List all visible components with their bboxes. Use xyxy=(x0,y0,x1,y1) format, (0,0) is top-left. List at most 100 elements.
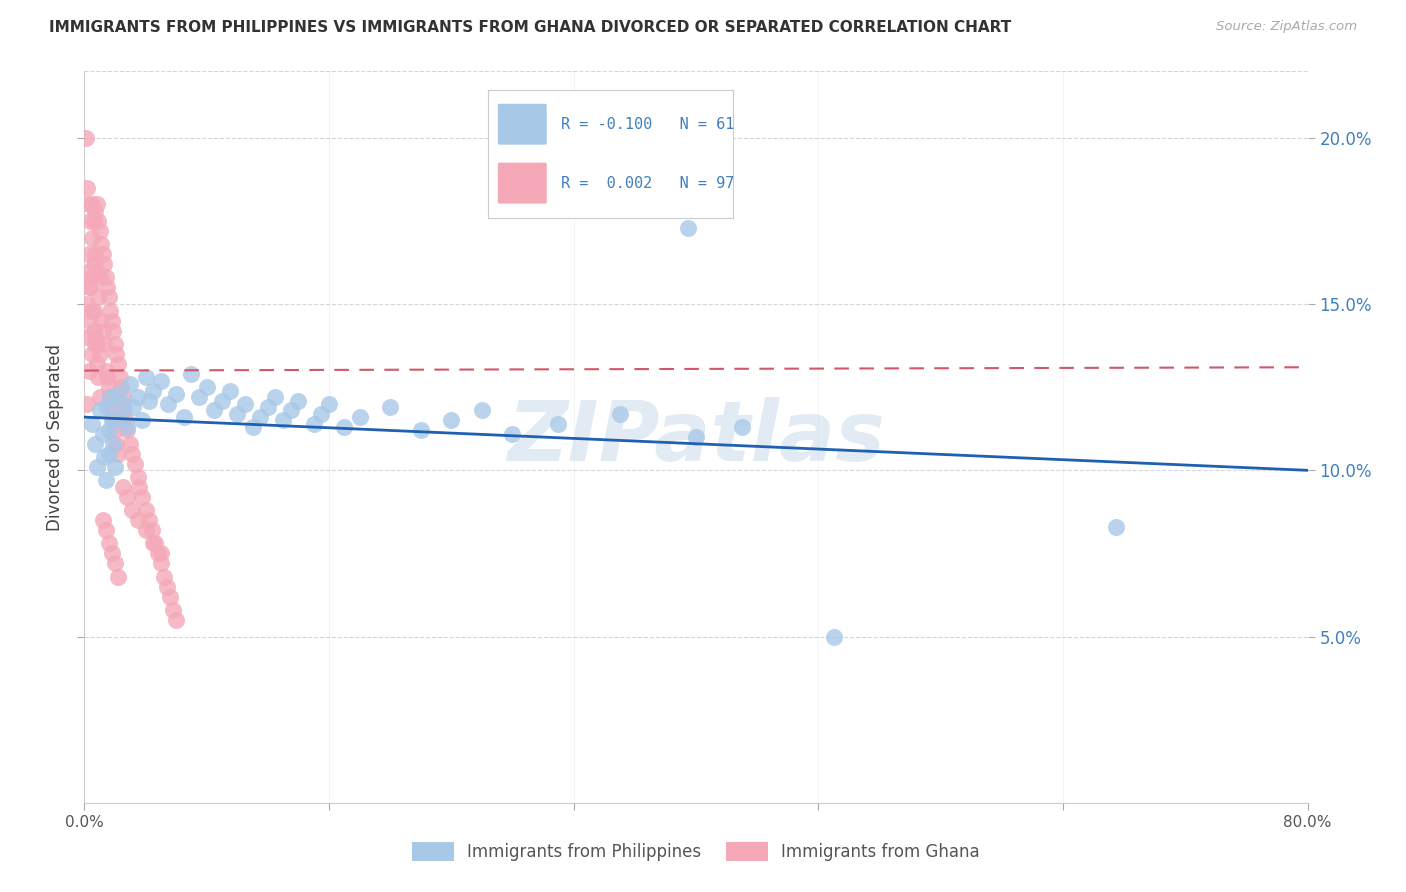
Point xyxy=(380,400,402,414)
Point xyxy=(202,403,225,417)
Point xyxy=(440,413,463,427)
Point xyxy=(77,247,100,261)
Point xyxy=(823,630,845,644)
Point xyxy=(149,546,172,560)
Point xyxy=(86,197,108,211)
Point xyxy=(105,436,128,450)
Point xyxy=(226,407,249,421)
Point xyxy=(87,214,110,228)
Point xyxy=(115,490,138,504)
Point xyxy=(80,347,103,361)
Point xyxy=(80,270,103,285)
Point xyxy=(502,426,524,441)
Point xyxy=(84,204,107,219)
Point xyxy=(98,390,121,404)
Point xyxy=(91,247,114,261)
Point xyxy=(80,197,103,211)
Point xyxy=(149,374,172,388)
Point xyxy=(547,417,569,431)
Point xyxy=(80,417,103,431)
Point xyxy=(107,570,129,584)
Point xyxy=(76,297,98,311)
Point xyxy=(89,270,111,285)
Point xyxy=(211,393,233,408)
Point xyxy=(79,214,101,228)
Point xyxy=(83,324,105,338)
Point xyxy=(318,397,340,411)
Point xyxy=(271,413,294,427)
Point xyxy=(142,536,165,550)
Point xyxy=(685,430,707,444)
Point xyxy=(84,337,107,351)
Point xyxy=(83,303,105,318)
Point xyxy=(75,131,97,145)
Point xyxy=(93,450,115,464)
Point xyxy=(112,403,135,417)
Point xyxy=(90,237,112,252)
Point xyxy=(110,410,132,425)
Point xyxy=(124,457,146,471)
Point xyxy=(141,523,163,537)
Point xyxy=(87,290,110,304)
Point xyxy=(409,424,432,438)
Point xyxy=(333,420,356,434)
Point xyxy=(84,330,107,344)
Point xyxy=(89,347,111,361)
Point xyxy=(138,393,160,408)
Point xyxy=(94,270,117,285)
Point xyxy=(127,390,149,404)
Point xyxy=(115,424,138,438)
Point xyxy=(153,570,176,584)
Point xyxy=(302,417,325,431)
Point xyxy=(104,337,127,351)
Point xyxy=(104,424,127,438)
Point xyxy=(731,420,754,434)
Point xyxy=(149,557,172,571)
Point xyxy=(609,407,631,421)
Point xyxy=(131,490,153,504)
Text: ZIPatlas: ZIPatlas xyxy=(508,397,884,477)
Point xyxy=(101,314,124,328)
Point xyxy=(77,363,100,377)
Point xyxy=(287,393,309,408)
Point xyxy=(146,546,169,560)
Point xyxy=(105,347,128,361)
Point xyxy=(121,447,143,461)
Point xyxy=(89,224,111,238)
Point xyxy=(79,280,101,294)
Point xyxy=(89,390,111,404)
Point xyxy=(107,447,129,461)
Point xyxy=(93,337,115,351)
Point xyxy=(86,460,108,475)
Point xyxy=(86,337,108,351)
Point xyxy=(111,480,134,494)
Point xyxy=(80,230,103,244)
Point xyxy=(349,410,371,425)
Point xyxy=(127,513,149,527)
Point xyxy=(122,400,145,414)
Point xyxy=(98,390,121,404)
Point xyxy=(188,390,211,404)
Point xyxy=(75,330,97,344)
Point xyxy=(121,503,143,517)
Point xyxy=(103,413,125,427)
Point xyxy=(128,480,150,494)
Point xyxy=(96,370,118,384)
Point xyxy=(249,410,271,425)
Point xyxy=(94,523,117,537)
Point xyxy=(120,436,142,450)
Point xyxy=(173,410,195,425)
Point xyxy=(97,290,120,304)
Text: Source: ZipAtlas.com: Source: ZipAtlas.com xyxy=(1216,20,1357,33)
Point xyxy=(91,513,114,527)
Point xyxy=(131,413,153,427)
Point xyxy=(77,280,100,294)
Point xyxy=(79,314,101,328)
Point xyxy=(97,424,120,438)
Point xyxy=(90,314,112,328)
Point xyxy=(77,197,100,211)
Point xyxy=(96,400,118,414)
Point xyxy=(97,380,120,394)
Point xyxy=(195,380,218,394)
Point xyxy=(257,400,280,414)
